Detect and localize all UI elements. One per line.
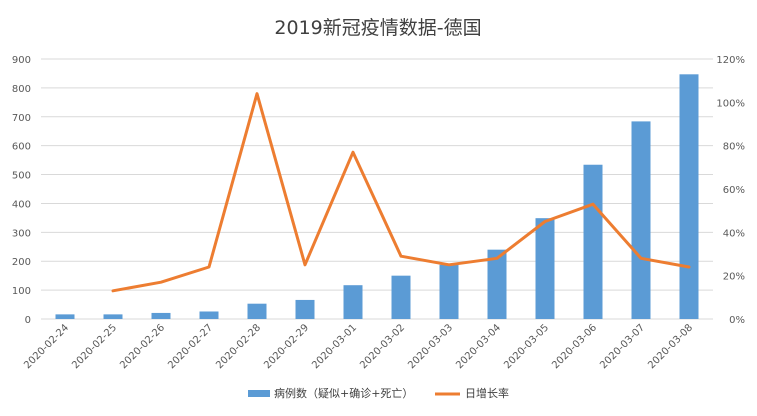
- y-left-tick-label: 900: [12, 55, 31, 66]
- bar: [631, 121, 651, 320]
- legend-swatch-bar: [248, 390, 270, 397]
- bar: [439, 264, 459, 319]
- chart-title: 2019新冠疫情数据-德国: [274, 17, 481, 39]
- y-left-tick-label: 800: [12, 84, 31, 95]
- legend-label-bar: 病例数（疑似+确诊+死亡）: [274, 386, 413, 400]
- legend: 病例数（疑似+确诊+死亡） 日增长率: [248, 386, 509, 400]
- bar: [583, 164, 603, 319]
- line-series: [111, 92, 691, 293]
- y-right-tick-label: 40%: [723, 228, 745, 239]
- bar: [391, 275, 411, 319]
- y-left-tick-label: 700: [12, 113, 31, 124]
- bar: [199, 311, 219, 319]
- bar: [535, 218, 555, 319]
- gridlines: [41, 58, 713, 320]
- y-left-tick-label: 0: [25, 315, 31, 326]
- y-left-tick-label: 100: [12, 286, 31, 297]
- y-left-tick-label: 200: [12, 257, 31, 268]
- bar: [343, 285, 363, 319]
- y-right-tick-label: 20%: [723, 272, 745, 283]
- watermark-text: 知乎 @张师傅: [643, 374, 750, 394]
- growth-rate-line: [111, 92, 691, 293]
- bar: [679, 74, 699, 319]
- bar: [103, 314, 123, 319]
- y-right-tick-label: 100%: [716, 98, 745, 109]
- bar: [55, 314, 75, 319]
- bar: [151, 312, 171, 319]
- y-right-tick-label: 0%: [729, 315, 745, 326]
- y-left-tick-label: 500: [12, 171, 31, 182]
- bar: [487, 249, 507, 319]
- y-right-tick-label: 80%: [723, 142, 745, 153]
- y-left-tick-label: 400: [12, 199, 31, 210]
- right-axis-ticks: 0% 20% 40% 60% 80% 100% 120%: [716, 55, 745, 326]
- y-left-tick-label: 300: [12, 228, 31, 239]
- bar: [247, 303, 267, 319]
- bar-series: [55, 74, 699, 320]
- left-axis-ticks: 0 100 200 300 400 500 600 700 800 900: [12, 55, 31, 326]
- y-right-tick-label: 60%: [723, 185, 745, 196]
- y-right-tick-label: 120%: [716, 55, 745, 66]
- bar: [295, 299, 315, 319]
- legend-label-line: 日增长率: [465, 386, 509, 400]
- y-left-tick-label: 600: [12, 142, 31, 153]
